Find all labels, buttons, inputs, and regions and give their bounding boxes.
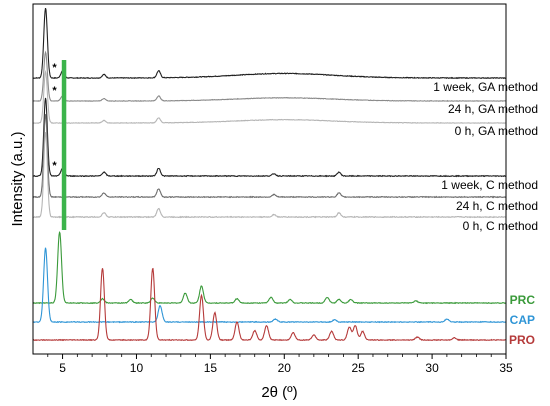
x-axis-title: 2θ (º) [261, 384, 297, 401]
x-tick-label-10: 10 [130, 361, 144, 375]
y-axis-title: Intensity (a.u.) [9, 131, 26, 226]
plot-frame [32, 3, 507, 355]
x-tick-label-25: 25 [352, 361, 366, 375]
x-tick-label-30: 30 [425, 361, 439, 375]
x-tick-label-5: 5 [59, 361, 66, 375]
annotations-layer: 1 week, GA method * 24 h, GA method * 0 h, G… [52, 60, 538, 347]
star-marker-1-week-ga-method: * [52, 62, 57, 74]
series-label-pro: PRO [509, 333, 535, 347]
series-line-0-h-c-method [32, 132, 507, 219]
series-line-1-week-ga-method [33, 7, 507, 80]
series-line-0-h-ga-method [32, 69, 507, 124]
series-line-1-week-c-method [33, 97, 507, 178]
series-label-prc: PRC [510, 293, 536, 307]
series-label-24-h-c-method: 24 h, C method [456, 199, 538, 213]
series-line-prc [32, 231, 507, 305]
series-line-cap [32, 247, 507, 324]
traces-layer [32, 7, 507, 342]
series-line-24-h-c-method [32, 114, 507, 199]
x-tick-label-20: 20 [278, 361, 292, 375]
series-label-0-h-ga-method: 0 h, GA method [455, 124, 538, 138]
series-label-1-week-c-method: 1 week, C method [441, 178, 538, 192]
series-label-1-week-ga-method: 1 week, GA method [433, 80, 538, 94]
x-tick-label-35: 35 [499, 361, 513, 375]
series-line-pro [32, 267, 507, 342]
series-label-cap: CAP [510, 313, 535, 327]
star-marker-24-h-ga-method: * [52, 85, 57, 97]
star-marker-1-week-c-method: * [52, 160, 57, 172]
series-line-24-h-ga-method [32, 50, 507, 102]
series-label-0-h-c-method: 0 h, C method [463, 219, 538, 233]
x-tick-label-15: 15 [204, 361, 218, 375]
axes-layer: 5 10 15 20 25 30 35 2θ (º) Intensity (a.u.) [9, 3, 513, 401]
series-label-24-h-ga-method: 24 h, GA method [448, 102, 538, 116]
